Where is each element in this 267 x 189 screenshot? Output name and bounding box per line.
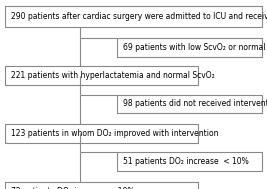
Text: 69 patients with low ScvO₂ or normal lactate: 69 patients with low ScvO₂ or normal lac… <box>123 43 267 52</box>
Text: 51 patients DO₂ increase  < 10%: 51 patients DO₂ increase < 10% <box>123 157 249 166</box>
FancyBboxPatch shape <box>5 124 198 143</box>
Text: 98 patients did not received intervention: 98 patients did not received interventio… <box>123 99 267 108</box>
FancyBboxPatch shape <box>5 6 262 27</box>
FancyBboxPatch shape <box>117 152 262 171</box>
Text: 221 patients with hyperlactatemia and normal ScvO₂: 221 patients with hyperlactatemia and no… <box>11 71 214 80</box>
FancyBboxPatch shape <box>117 94 262 113</box>
Text: 123 patients in whom DO₂ improved with intervention: 123 patients in whom DO₂ improved with i… <box>11 129 218 138</box>
Text: 72 patients DO₂ increase ≥ 10%: 72 patients DO₂ increase ≥ 10% <box>11 187 134 189</box>
FancyBboxPatch shape <box>5 182 198 189</box>
FancyBboxPatch shape <box>117 38 262 57</box>
Text: 290 patients after cardiac surgery were admitted to ICU and received PiCCO monit: 290 patients after cardiac surgery were … <box>11 12 267 21</box>
FancyBboxPatch shape <box>5 66 198 85</box>
